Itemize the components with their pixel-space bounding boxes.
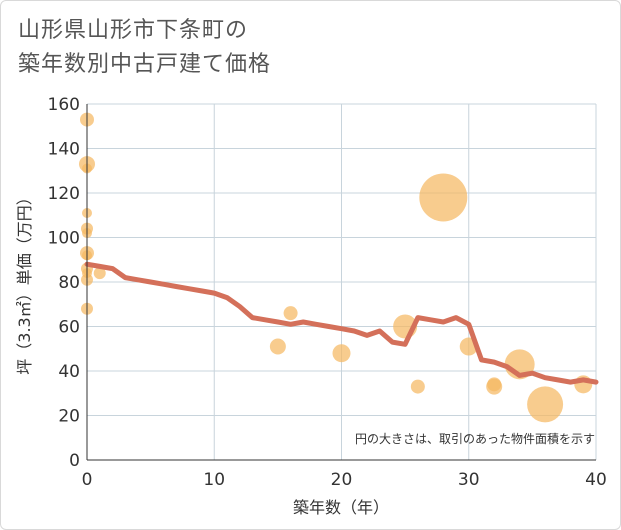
chart-title: 山形県山形市下条町の 築年数別中古戸建て価格: [18, 14, 271, 82]
bubble-17: [410, 379, 425, 394]
bubble-13: [269, 338, 286, 355]
x-tick-label-3: 30: [458, 470, 480, 490]
y-tick-label-8: 160: [48, 95, 80, 115]
x-tick-label-4: 40: [585, 470, 607, 490]
chart-title-line-2: 築年数別中古戸建て価格: [18, 52, 272, 77]
y-tick-label-2: 40: [58, 362, 80, 382]
x-tick-label-1: 10: [203, 470, 225, 490]
bubble-18: [419, 173, 468, 222]
x-tick-label-2: 20: [331, 470, 353, 490]
y-tick-label-3: 60: [58, 318, 80, 338]
chart-title-line-1: 山形県山形市下条町の: [18, 18, 249, 43]
y-tick-label-0: 0: [69, 451, 80, 471]
bubble-15: [332, 344, 351, 363]
y-tick-label-7: 140: [48, 140, 80, 160]
y-tick-label-4: 80: [58, 273, 80, 293]
trend-line-layer: [84, 261, 599, 385]
average-price-trend-line: [84, 261, 599, 385]
bubble-21: [487, 377, 502, 392]
bubble-size-note: 円の大きさは、取引のあった物件面積を示す: [355, 431, 595, 446]
x-axis-label: 築年数（年）: [293, 498, 389, 517]
bubble-12: [93, 267, 106, 280]
y-tick-label-6: 120: [48, 184, 80, 204]
y-tick-label-1: 20: [58, 407, 80, 427]
x-tick-label-0: 0: [82, 470, 93, 490]
y-tick-labels: 0 20 40 60 80 100 120 140 160: [48, 95, 80, 471]
y-tick-label-5: 100: [48, 229, 80, 249]
bubble-14: [283, 306, 298, 321]
axes: [86, 104, 596, 461]
bubble-layer: [79, 112, 593, 423]
bubble-23: [527, 386, 564, 423]
y-axis-label: 坪（3.3㎡）単価（万円）: [15, 189, 34, 374]
x-tick-labels: 0 10 20 30 40: [82, 470, 607, 490]
